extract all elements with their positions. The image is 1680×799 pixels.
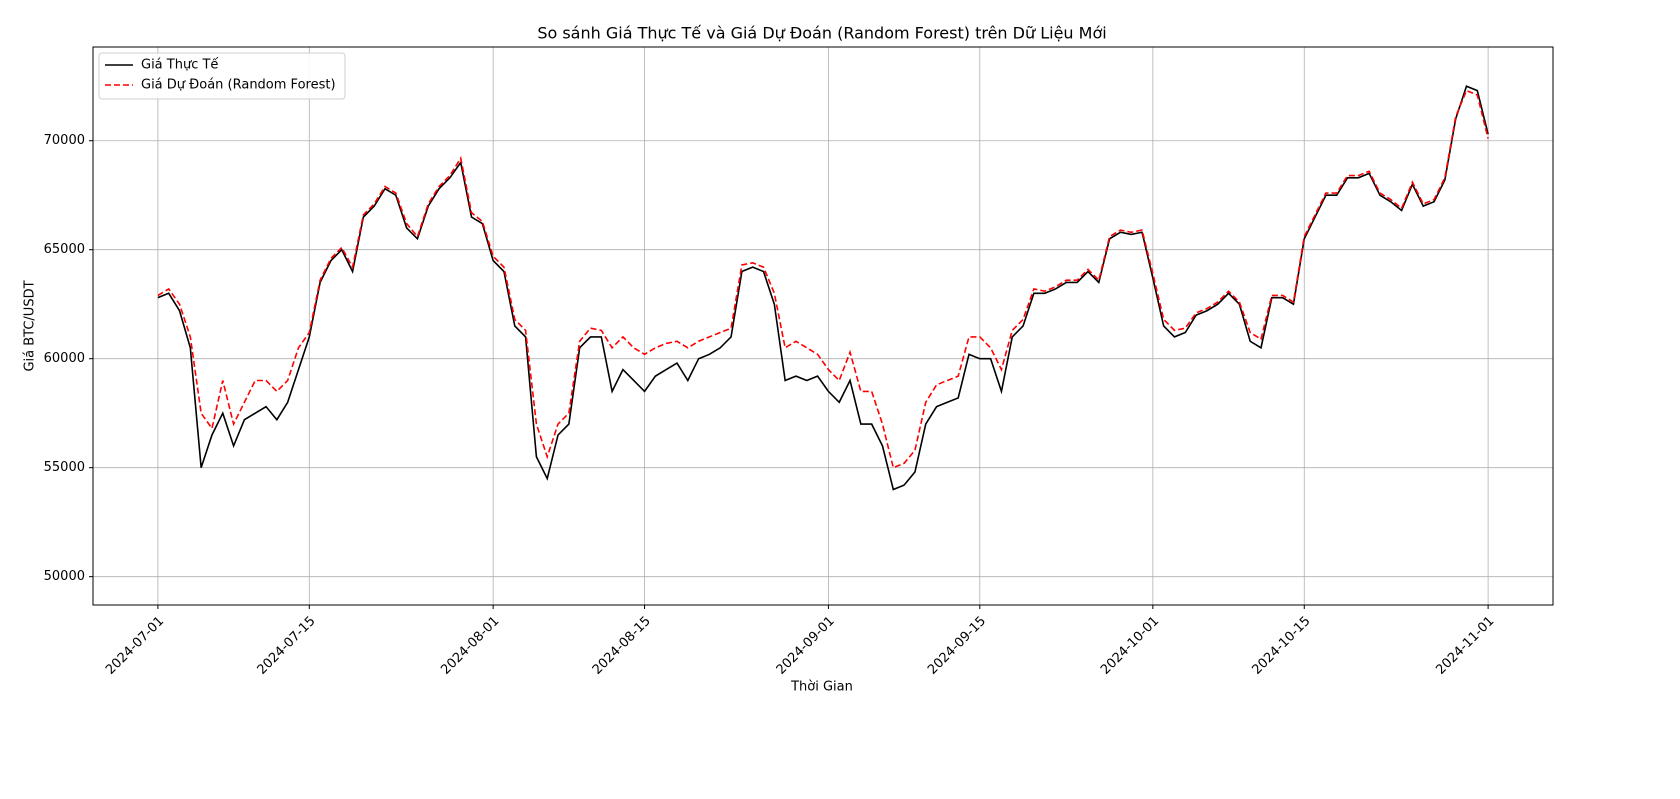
y-tick-label: 65000: [44, 242, 85, 257]
x-tick-label: 2024-07-15: [255, 614, 319, 678]
y-tick-label: 70000: [44, 133, 85, 148]
x-tick-label: 2024-10-15: [1250, 614, 1314, 678]
x-tick-label: 2024-10-01: [1098, 614, 1162, 678]
x-tick-label: 2024-08-01: [438, 614, 502, 678]
legend-label: Giá Thực Tế: [141, 58, 218, 73]
y-tick-label: 55000: [44, 460, 85, 475]
x-tick-label: 2024-09-15: [925, 614, 989, 678]
x-tick-label: 2024-07-01: [103, 614, 167, 678]
x-tick-label: 2024-11-01: [1433, 614, 1497, 678]
y-tick-label: 60000: [44, 351, 85, 366]
legend-label: Giá Dự Đoán (Random Forest): [141, 78, 336, 93]
x-axis-label: Thời Gian: [790, 680, 853, 695]
y-tick-label: 50000: [44, 569, 85, 584]
y-axis-label: Giá BTC/USDT: [23, 280, 38, 371]
legend: Giá Thực Tế Giá Dự Đoán (Random Forest): [98, 52, 346, 100]
data-line: [157, 89, 1489, 469]
x-tick-label: 2024-08-15: [590, 614, 654, 678]
data-line: [157, 85, 1489, 491]
plot-frame: [92, 46, 1554, 606]
legend-box: [98, 52, 346, 100]
chart-title: So sánh Giá Thực Tế và Giá Dự Đoán (Rand…: [537, 24, 1106, 43]
x-tick-label: 2024-09-01: [774, 614, 838, 678]
